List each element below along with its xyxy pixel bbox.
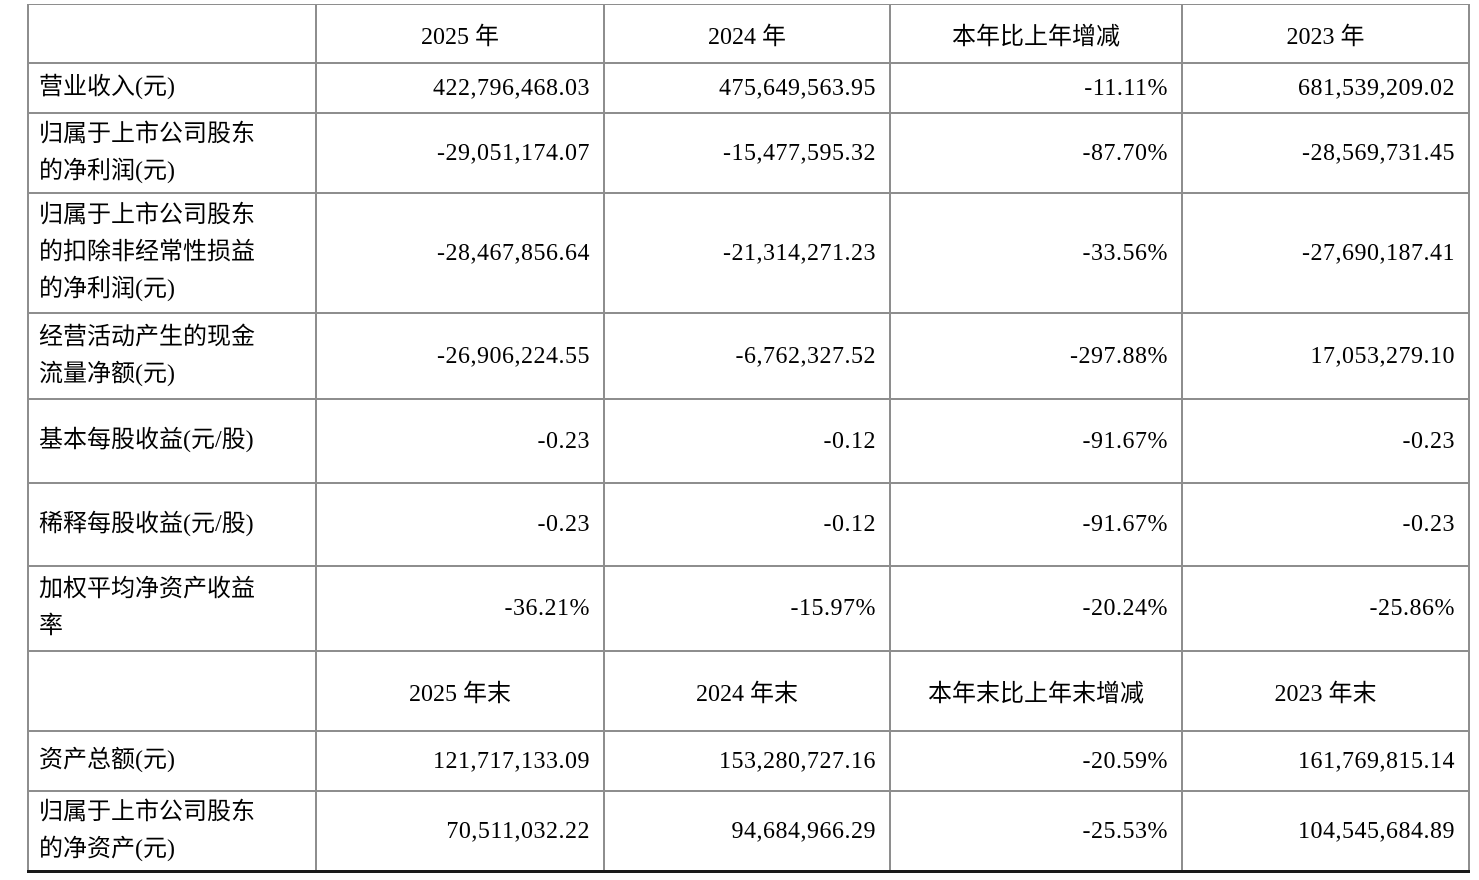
value-cell: -0.12 — [603, 397, 891, 484]
value-cell: -6,762,327.52 — [603, 311, 891, 400]
value-cell: -0.12 — [603, 481, 891, 567]
table-row-net-profit-excl-nonrecurring: 归属于上市公司股东的扣除非经常性损益的净利润(元) -28,467,856.64… — [27, 191, 1470, 314]
value-cell: -29,051,174.07 — [315, 111, 605, 194]
row-label: 资产总额(元) — [27, 729, 317, 792]
column-header-2024-end: 2024 年末 — [603, 649, 891, 732]
value-cell: -36.21% — [315, 564, 605, 652]
value-cell: 94,684,966.29 — [603, 789, 891, 873]
value-cell: 104,545,684.89 — [1181, 789, 1470, 873]
row-label: 营业收入(元) — [27, 61, 317, 114]
value-cell: -15.97% — [603, 564, 891, 652]
table-header-row: 2025 年 2024 年 本年比上年增减 2023 年 — [27, 4, 1470, 64]
value-cell: -20.24% — [889, 564, 1183, 652]
value-cell: -91.67% — [889, 397, 1183, 484]
value-cell: 17,053,279.10 — [1181, 311, 1470, 400]
row-label: 基本每股收益(元/股) — [27, 397, 317, 484]
column-header-2023: 2023 年 — [1181, 4, 1470, 64]
value-cell: 422,796,468.03 — [315, 61, 605, 114]
value-cell: 153,280,727.16 — [603, 729, 891, 792]
value-cell: -0.23 — [315, 481, 605, 567]
value-cell: -0.23 — [315, 397, 605, 484]
column-header-2025-end: 2025 年末 — [315, 649, 605, 732]
table-row-total-assets: 资产总额(元) 121,717,133.09 153,280,727.16 -2… — [27, 729, 1470, 792]
value-cell: -297.88% — [889, 311, 1183, 400]
row-label: 加权平均净资产收益率 — [27, 564, 317, 652]
value-cell: -87.70% — [889, 111, 1183, 194]
value-cell: -11.11% — [889, 61, 1183, 114]
column-header-end-yoy-change: 本年末比上年末增减 — [889, 649, 1183, 732]
value-cell: -0.23 — [1181, 481, 1470, 567]
table-row-net-profit: 归属于上市公司股东的净利润(元) -29,051,174.07 -15,477,… — [27, 111, 1470, 194]
column-header-yoy-change: 本年比上年增减 — [889, 4, 1183, 64]
value-cell: -20.59% — [889, 729, 1183, 792]
value-cell: 121,717,133.09 — [315, 729, 605, 792]
table-row-operating-cash-flow: 经营活动产生的现金流量净额(元) -26,906,224.55 -6,762,3… — [27, 311, 1470, 400]
value-cell: -91.67% — [889, 481, 1183, 567]
row-label: 稀释每股收益(元/股) — [27, 481, 317, 567]
table-row-net-assets: 归属于上市公司股东的净资产(元) 70,511,032.22 94,684,96… — [27, 789, 1470, 873]
value-cell: -15,477,595.32 — [603, 111, 891, 194]
value-cell: -25.86% — [1181, 564, 1470, 652]
value-cell: 475,649,563.95 — [603, 61, 891, 114]
value-cell: -26,906,224.55 — [315, 311, 605, 400]
table-row-weighted-avg-roe: 加权平均净资产收益率 -36.21% -15.97% -20.24% -25.8… — [27, 564, 1470, 652]
financial-summary-table: 2025 年 2024 年 本年比上年增减 2023 年 营业收入(元) 422… — [27, 4, 1470, 873]
value-cell: -33.56% — [889, 191, 1183, 314]
row-label: 经营活动产生的现金流量净额(元) — [27, 311, 317, 400]
value-cell: -25.53% — [889, 789, 1183, 873]
table-row-revenue: 营业收入(元) 422,796,468.03 475,649,563.95 -1… — [27, 61, 1470, 114]
column-header-2024: 2024 年 — [603, 4, 891, 64]
row-label: 归属于上市公司股东的净利润(元) — [27, 111, 317, 194]
value-cell: -28,569,731.45 — [1181, 111, 1470, 194]
value-cell: -21,314,271.23 — [603, 191, 891, 314]
column-header-2025: 2025 年 — [315, 4, 605, 64]
row-label: 归属于上市公司股东的净资产(元) — [27, 789, 317, 873]
table-header-row-period-end: 2025 年末 2024 年末 本年末比上年末增减 2023 年末 — [27, 649, 1470, 732]
row-label: 归属于上市公司股东的扣除非经常性损益的净利润(元) — [27, 191, 317, 314]
value-cell: 681,539,209.02 — [1181, 61, 1470, 114]
corner-cell — [27, 649, 317, 732]
value-cell: 161,769,815.14 — [1181, 729, 1470, 792]
value-cell: -28,467,856.64 — [315, 191, 605, 314]
corner-cell — [27, 4, 317, 64]
value-cell: -27,690,187.41 — [1181, 191, 1470, 314]
column-header-2023-end: 2023 年末 — [1181, 649, 1470, 732]
table-row-diluted-eps: 稀释每股收益(元/股) -0.23 -0.12 -91.67% -0.23 — [27, 481, 1470, 567]
table-row-basic-eps: 基本每股收益(元/股) -0.23 -0.12 -91.67% -0.23 — [27, 397, 1470, 484]
value-cell: -0.23 — [1181, 397, 1470, 484]
value-cell: 70,511,032.22 — [315, 789, 605, 873]
